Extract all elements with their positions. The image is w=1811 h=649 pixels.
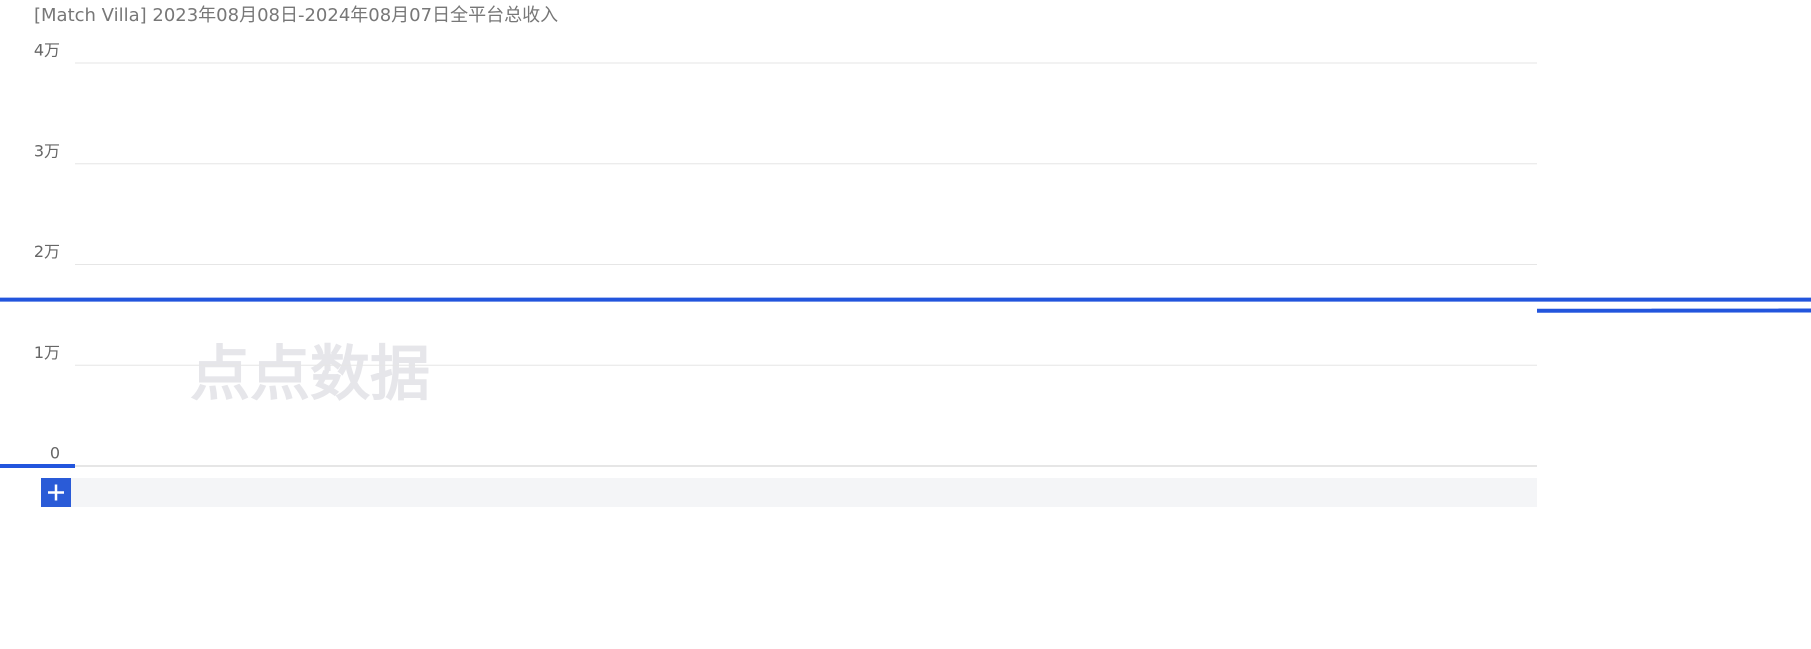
scroll-bar[interactable] (41, 478, 1537, 507)
watermark: 点点数据 (190, 340, 430, 410)
y-tick-label: 4万 (34, 41, 60, 60)
plus-icon (48, 484, 64, 501)
chart-title: [Match Villa] 2023年08月08日-2024年08月07日全平台… (34, 5, 558, 26)
y-tick-label: 2万 (34, 242, 60, 261)
y-tick-label: 1万 (34, 343, 60, 362)
line (0, 297, 1811, 468)
y-tick-label: 3万 (34, 141, 60, 160)
y-tick-label: 0 (50, 444, 60, 463)
